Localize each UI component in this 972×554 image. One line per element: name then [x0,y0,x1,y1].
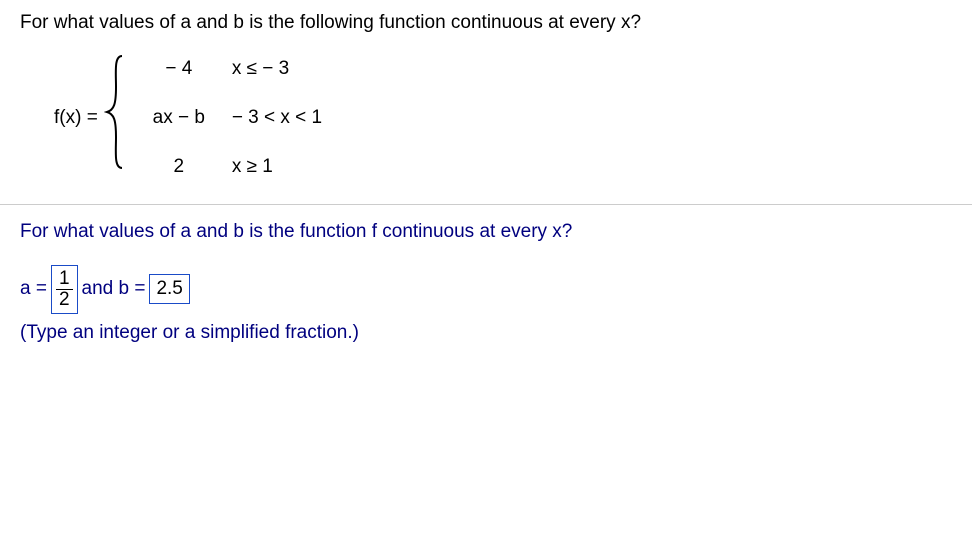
piecewise-brace: − 4 x ≤ − 3 ax − b − 3 < x < 1 2 x ≥ 1 [104,52,322,184]
answer-b-input[interactable]: 2.5 [149,274,189,304]
section-divider [0,204,972,205]
piece-row: − 4 x ≤ − 3 [134,58,322,80]
answer-a-fraction: 1 2 [56,269,73,310]
piece-cond: − 3 < x < 1 [224,107,322,129]
answer-note: (Type an integer or a simplified fractio… [20,322,952,344]
piece-cond: x ≥ 1 [224,156,273,178]
piece-row: 2 x ≥ 1 [134,156,322,178]
piece-cond: x ≤ − 3 [224,58,289,80]
answer-a-label: a = [20,278,47,300]
answer-a-input[interactable]: 1 2 [51,265,78,314]
answer-a-denominator: 2 [56,289,73,310]
answer-a-numerator: 1 [56,269,73,289]
answer-between-text: and b = [82,278,146,300]
function-definition: f(x) = − 4 x ≤ − 3 ax − b − 3 < x < 1 2 … [54,52,952,184]
piece-row: ax − b − 3 < x < 1 [134,107,322,129]
left-brace-icon [104,52,126,172]
function-lhs: f(x) = [54,107,98,129]
piece-expr: 2 [134,156,224,178]
piece-expr: ax − b [134,107,224,129]
piecewise-pieces: − 4 x ≤ − 3 ax − b − 3 < x < 1 2 x ≥ 1 [126,52,322,184]
question-text: For what values of a and b is the follow… [20,12,952,34]
answer-prompt: For what values of a and b is the functi… [20,221,952,243]
answer-row: a = 1 2 and b = 2.5 [20,265,952,314]
piece-expr: − 4 [134,58,224,80]
